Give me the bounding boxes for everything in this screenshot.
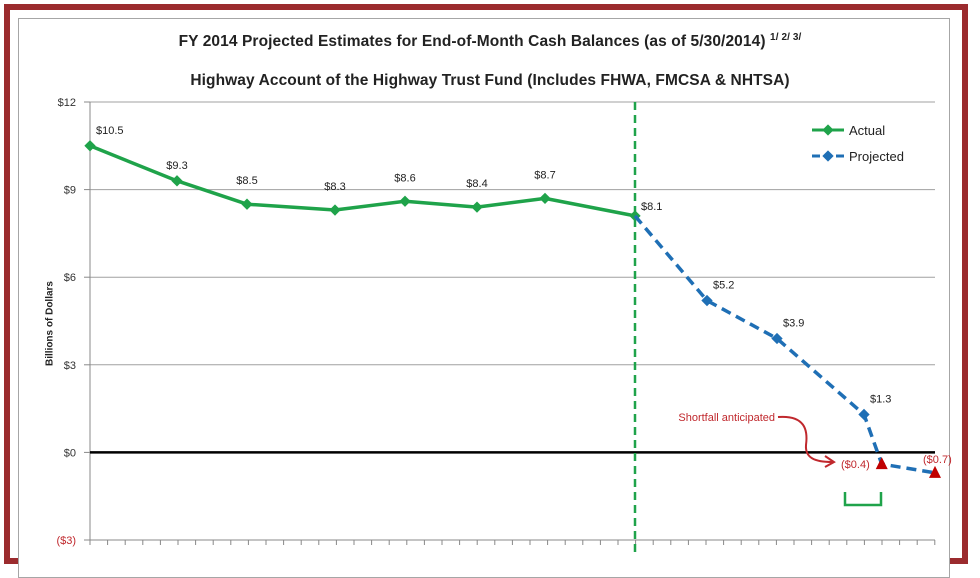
- data-label: $8.6: [394, 172, 415, 184]
- series-line-actual: [89, 144, 636, 218]
- y-tick-label: $0: [64, 447, 76, 459]
- data-label: ($0.7): [923, 454, 952, 466]
- data-label: $10.5: [96, 125, 124, 137]
- data-point-marker: [329, 204, 341, 216]
- chart-subtitle: Highway Account of the Highway Trust Fun…: [190, 72, 790, 89]
- data-label: ($0.4): [841, 459, 870, 471]
- data-point-marker: [771, 332, 783, 345]
- data-point-marker: [701, 294, 713, 307]
- legend-swatch-actual: [812, 124, 844, 136]
- data-point-marker: [84, 140, 96, 152]
- data-point-marker: [471, 201, 483, 213]
- data-point-marker: [539, 192, 551, 205]
- title-footnotes: 1/ 2/ 3/: [770, 32, 802, 43]
- series-line-projected: [633, 214, 936, 475]
- y-tick-label: $6: [64, 272, 76, 284]
- chart-area: [18, 18, 950, 578]
- legend-label-actual: Actual: [849, 122, 886, 138]
- legend-item-projected: Projected: [810, 143, 904, 169]
- annotation-arrowhead: [824, 455, 836, 468]
- data-label: $8.5: [236, 175, 257, 187]
- data-point-marker: [241, 198, 253, 210]
- data-label: $5.2: [713, 280, 734, 292]
- legend-label-projected: Projected: [849, 148, 904, 164]
- data-label: $1.3: [870, 393, 891, 405]
- plot-svg: $12 $9 $6 $3 $0 ($3) $10.5 $9.3 $8.5 $8.3 $8.6 $8.4…: [56, 97, 952, 552]
- data-label: $8.1: [641, 201, 662, 213]
- data-point-triangle: [875, 457, 888, 470]
- data-point-marker: [858, 408, 870, 421]
- y-tick-label: ($3): [56, 535, 76, 547]
- data-point-marker: [399, 195, 411, 207]
- legend-swatch-projected: [812, 150, 844, 162]
- data-point-marker: [171, 175, 183, 187]
- legend-item-actual: Actual: [810, 117, 904, 143]
- data-label: $8.7: [534, 169, 555, 181]
- data-label: $8.4: [466, 178, 487, 190]
- annotation-shortfall: Shortfall anticipated: [678, 412, 775, 424]
- chart-title: FY 2014 Projected Estimates for End-of-M…: [178, 32, 802, 50]
- data-label: $8.3: [324, 181, 345, 193]
- legend: Actual Projected: [810, 117, 904, 169]
- data-label: $3.9: [783, 318, 804, 330]
- data-point-triangle: [929, 465, 941, 478]
- data-label: $9.3: [166, 160, 187, 172]
- bracket-marker: [843, 492, 883, 507]
- annotation-arrow: [777, 415, 833, 463]
- y-tick-label: $9: [64, 185, 76, 197]
- y-tick-label: $3: [64, 360, 76, 372]
- y-tick-label: $12: [58, 97, 76, 109]
